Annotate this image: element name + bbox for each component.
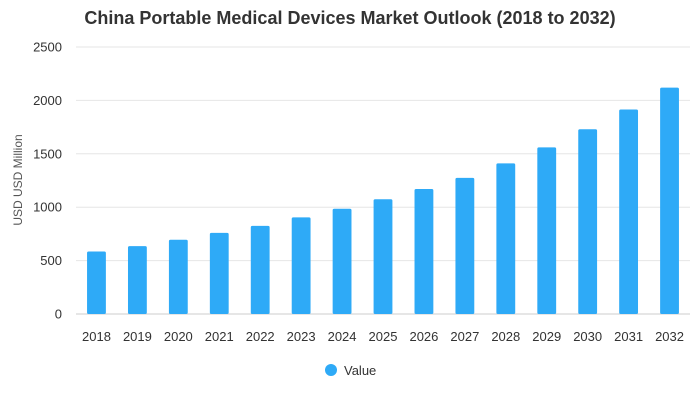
bar-2019[interactable] xyxy=(127,246,147,314)
bar-2024[interactable] xyxy=(332,208,352,314)
y-tick-label: 2500 xyxy=(33,40,62,55)
y-axis-title: USD USD Million xyxy=(11,134,25,225)
y-tick-label: 500 xyxy=(40,253,62,268)
x-axis-ticks: 2018 2019 2020 2021 2022 2023 2024 2025 2026 2027… xyxy=(82,329,684,344)
bar-2022[interactable] xyxy=(250,225,270,314)
x-tick-label-2018: 2018 xyxy=(82,329,111,344)
x-tick-label-2031: 2031 xyxy=(614,329,643,344)
x-tick-label-2022: 2022 xyxy=(246,329,275,344)
x-tick-label-2024: 2024 xyxy=(328,329,357,344)
bar-2029[interactable] xyxy=(537,147,557,314)
y-axis-ticks: 0 500 1000 1500 2000 2500 xyxy=(33,40,62,322)
y-tick-label: 1000 xyxy=(33,200,62,215)
bar-2025[interactable] xyxy=(373,199,393,314)
bar-2027[interactable] xyxy=(455,177,475,314)
bar-2030[interactable] xyxy=(578,129,598,314)
x-tick-label-2029: 2029 xyxy=(532,329,561,344)
x-tick-label-2025: 2025 xyxy=(369,329,398,344)
bars xyxy=(87,87,679,314)
x-tick-label-2020: 2020 xyxy=(164,329,193,344)
y-tick-label: 2000 xyxy=(33,93,62,108)
legend-label-value: Value xyxy=(344,363,376,378)
bar-2031[interactable] xyxy=(619,109,639,314)
x-tick-label-2028: 2028 xyxy=(491,329,520,344)
x-tick-label-2019: 2019 xyxy=(123,329,152,344)
bar-2028[interactable] xyxy=(496,163,516,314)
x-tick-label-2032: 2032 xyxy=(655,329,684,344)
x-tick-label-2023: 2023 xyxy=(287,329,316,344)
x-tick-label-2030: 2030 xyxy=(573,329,602,344)
bar-2023[interactable] xyxy=(291,217,311,314)
bar-2020[interactable] xyxy=(168,239,188,314)
y-tick-label: 1500 xyxy=(33,146,62,161)
chart-title: China Portable Medical Devices Market Ou… xyxy=(84,8,616,28)
bar-2026[interactable] xyxy=(414,189,434,314)
x-tick-label-2026: 2026 xyxy=(409,329,438,344)
bar-2021[interactable] xyxy=(209,232,229,314)
legend[interactable]: Value xyxy=(325,363,376,378)
x-tick-label-2021: 2021 xyxy=(205,329,234,344)
y-tick-label: 0 xyxy=(55,307,62,322)
legend-swatch-value xyxy=(325,364,337,376)
bar-2018[interactable] xyxy=(87,251,106,314)
bar-2032[interactable] xyxy=(660,87,679,314)
x-tick-label-2027: 2027 xyxy=(450,329,479,344)
